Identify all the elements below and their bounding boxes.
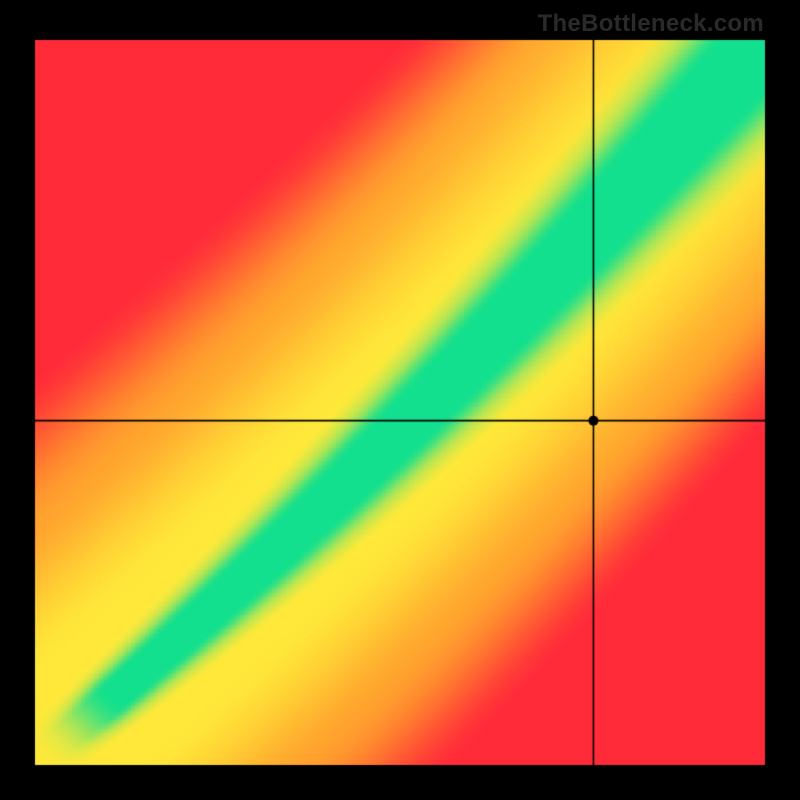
bottleneck-heatmap — [0, 0, 800, 800]
watermark-text: TheBottleneck.com — [538, 10, 764, 38]
chart-root: TheBottleneck.com — [0, 0, 800, 800]
